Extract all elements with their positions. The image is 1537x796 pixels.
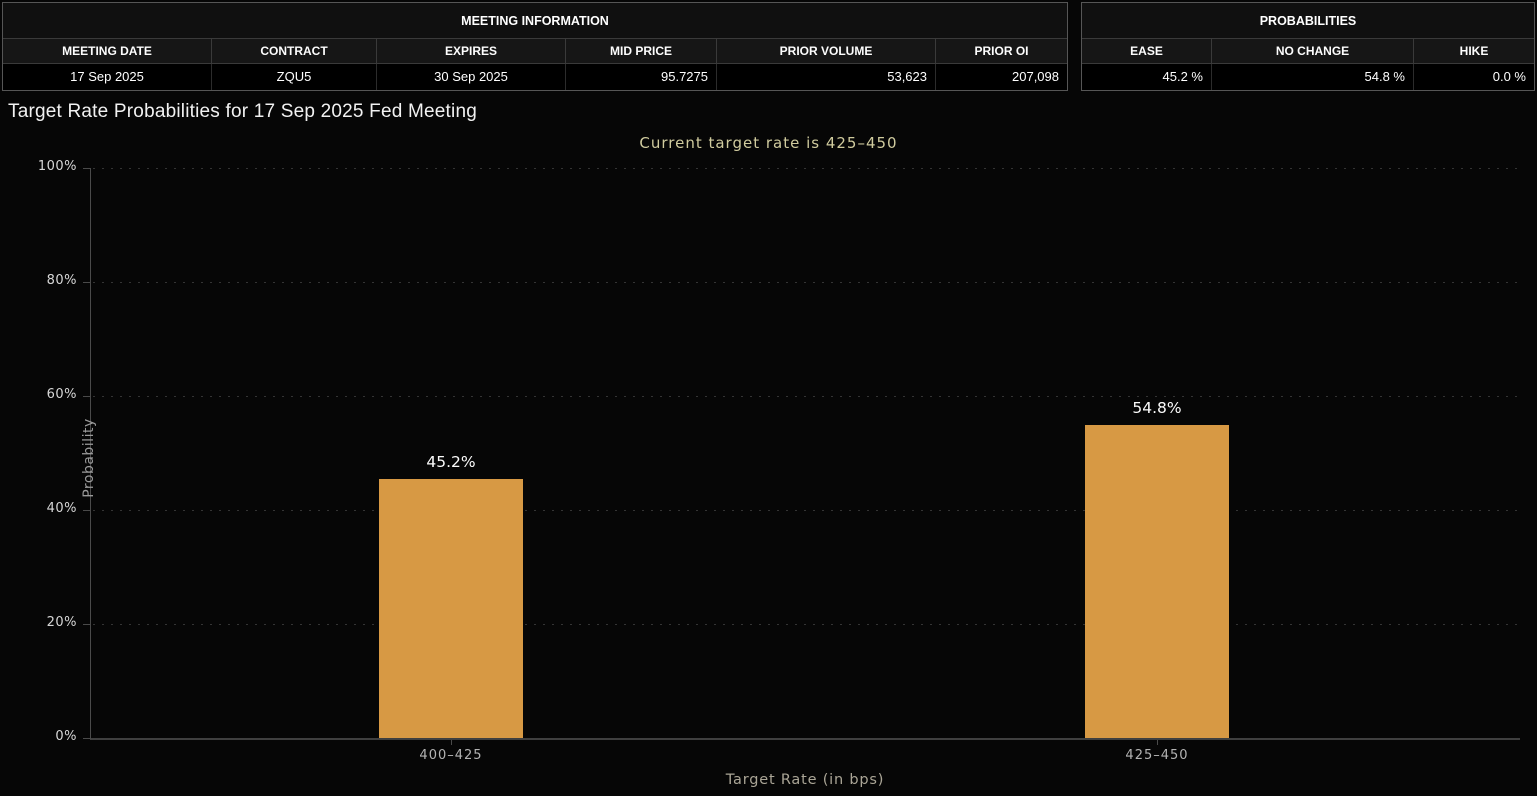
gridline-80 bbox=[93, 282, 1520, 283]
probabilities-value-row: 45.2 % 54.8 % 0.0 % bbox=[1082, 64, 1534, 90]
plot-area: Probability 100% 80% 60% 40% 20% 0% 45.2… bbox=[38, 159, 1520, 763]
x-category-label: 425–450 bbox=[1125, 748, 1189, 763]
mid-price-value: 95.7275 bbox=[566, 64, 717, 90]
expires-value: 30 Sep 2025 bbox=[377, 64, 566, 90]
x-axis-tick bbox=[451, 740, 452, 745]
col-ease: EASE bbox=[1082, 39, 1212, 64]
y-axis-tick bbox=[83, 396, 91, 397]
col-prior-oi: PRIOR OI bbox=[936, 39, 1067, 64]
y-axis-title: Probability bbox=[81, 418, 97, 498]
col-no-change: NO CHANGE bbox=[1212, 39, 1414, 64]
prior-volume-value: 53,623 bbox=[717, 64, 936, 90]
probabilities-title: PROBABILITIES bbox=[1082, 3, 1534, 39]
no-change-value: 54.8 % bbox=[1212, 64, 1414, 90]
bar-value-label: 54.8% bbox=[1132, 398, 1182, 417]
y-tick-label: 40% bbox=[46, 501, 77, 516]
y-tick-label: 80% bbox=[46, 273, 77, 288]
prior-oi-value: 207,098 bbox=[936, 64, 1067, 90]
col-prior-volume: PRIOR VOLUME bbox=[717, 39, 936, 64]
y-tick-label: 0% bbox=[55, 729, 77, 744]
y-axis-tick bbox=[83, 624, 91, 625]
meeting-information-table: MEETING INFORMATION MEETING DATE CONTRAC… bbox=[2, 2, 1068, 91]
gridline-60 bbox=[93, 396, 1520, 397]
y-axis-tick bbox=[83, 168, 91, 169]
gridline-20 bbox=[93, 624, 1520, 625]
chart-title: Target Rate Probabilities for 17 Sep 202… bbox=[8, 101, 477, 122]
bar-400-425[interactable] bbox=[379, 479, 523, 738]
y-axis-tick bbox=[83, 738, 91, 739]
bar-425-450[interactable] bbox=[1085, 424, 1229, 738]
col-mid-price: MID PRICE bbox=[566, 39, 717, 64]
gridline-40 bbox=[93, 510, 1520, 511]
col-expires: EXPIRES bbox=[377, 39, 566, 64]
bar-value-label: 45.2% bbox=[426, 453, 476, 472]
y-tick-label: 20% bbox=[46, 615, 77, 630]
y-tick-label: 100% bbox=[37, 159, 77, 174]
meeting-information-title: MEETING INFORMATION bbox=[3, 3, 1067, 39]
col-hike: HIKE bbox=[1414, 39, 1534, 64]
ease-value: 45.2 % bbox=[1082, 64, 1212, 90]
x-axis-tick bbox=[1157, 740, 1158, 745]
x-axis-title: Target Rate (in bps) bbox=[725, 772, 885, 788]
col-contract: CONTRACT bbox=[212, 39, 377, 64]
meeting-information-header-row: MEETING DATE CONTRACT EXPIRES MID PRICE … bbox=[3, 39, 1067, 64]
hike-value: 0.0 % bbox=[1414, 64, 1534, 90]
probabilities-header-row: EASE NO CHANGE HIKE bbox=[1082, 39, 1534, 64]
gridline-100 bbox=[93, 168, 1520, 169]
top-tables: MEETING INFORMATION MEETING DATE CONTRAC… bbox=[2, 2, 1535, 91]
y-tick-label: 60% bbox=[46, 387, 77, 402]
meeting-date-value: 17 Sep 2025 bbox=[3, 64, 212, 90]
col-meeting-date: MEETING DATE bbox=[3, 39, 212, 64]
chart-subtitle: Current target rate is 425–450 bbox=[639, 134, 898, 152]
y-axis-tick bbox=[83, 282, 91, 283]
y-axis-tick bbox=[83, 510, 91, 511]
x-category-label: 400–425 bbox=[419, 748, 483, 763]
meeting-information-value-row: 17 Sep 2025 ZQU5 30 Sep 2025 95.7275 53,… bbox=[3, 64, 1067, 90]
probabilities-table: PROBABILITIES EASE NO CHANGE HIKE 45.2 %… bbox=[1081, 2, 1535, 91]
contract-value: ZQU5 bbox=[212, 64, 377, 90]
